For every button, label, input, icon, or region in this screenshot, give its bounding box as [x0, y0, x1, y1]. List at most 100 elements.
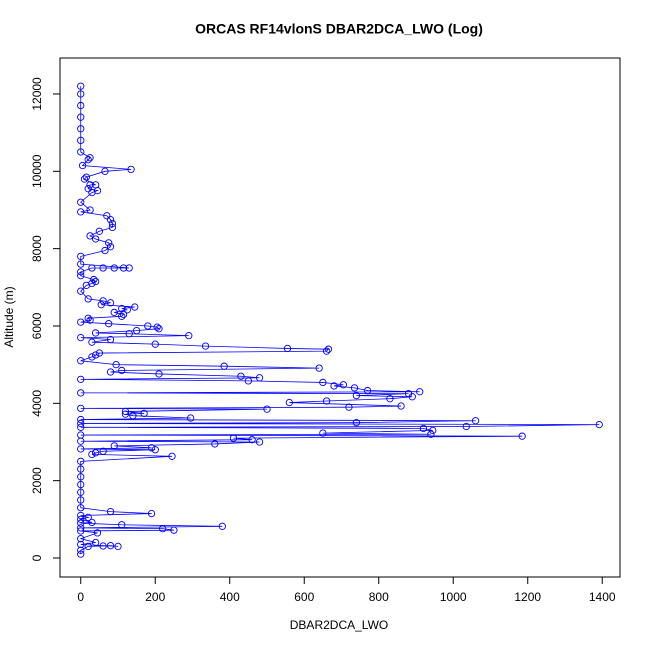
point [397, 402, 405, 410]
point [77, 423, 85, 431]
x-tick-label: 1200 [514, 590, 541, 604]
point [285, 398, 293, 407]
point [95, 227, 104, 235]
point [237, 372, 245, 380]
point [186, 414, 195, 422]
point [77, 419, 85, 428]
point [404, 390, 413, 398]
point [77, 148, 85, 156]
point [77, 333, 85, 342]
point [77, 465, 85, 473]
point [77, 252, 85, 261]
point [101, 167, 109, 175]
point [110, 308, 118, 317]
point [140, 409, 148, 418]
point [386, 395, 394, 403]
point [77, 473, 85, 481]
x-tick-label: 1000 [440, 590, 467, 604]
point [93, 529, 102, 537]
point [127, 165, 135, 174]
point [147, 509, 156, 518]
point [95, 349, 104, 357]
point [86, 181, 94, 189]
point [88, 518, 96, 527]
point [88, 279, 96, 288]
point [106, 243, 115, 251]
x-tick-label: 400 [220, 590, 240, 604]
point [77, 198, 85, 206]
point [118, 521, 126, 529]
point [77, 125, 85, 133]
point [185, 332, 193, 340]
point [330, 382, 338, 390]
point [416, 388, 424, 396]
point [82, 173, 90, 181]
point [106, 507, 115, 516]
point [91, 449, 100, 457]
point [77, 519, 85, 527]
point [77, 496, 85, 504]
point [419, 424, 428, 433]
point [105, 239, 113, 247]
point [352, 391, 361, 400]
point [155, 370, 163, 378]
point [283, 344, 292, 353]
point [77, 540, 85, 549]
point [91, 538, 100, 547]
point [77, 480, 85, 489]
point [153, 323, 161, 331]
point [518, 432, 526, 440]
point [170, 526, 178, 534]
point [108, 223, 117, 232]
point [77, 515, 85, 523]
point [86, 316, 94, 324]
point [363, 386, 372, 395]
x-tick-label: 1400 [589, 590, 616, 604]
chart-title: ORCAS RF14vlonS DBAR2DCA_LWO (Log) [195, 21, 483, 37]
point [77, 535, 85, 543]
point [88, 353, 96, 361]
point [105, 320, 113, 328]
point [322, 347, 331, 355]
point [86, 232, 94, 240]
point [123, 306, 131, 314]
point [118, 304, 126, 313]
point [125, 330, 133, 338]
point [77, 136, 85, 145]
point [106, 335, 115, 344]
point [77, 445, 85, 453]
point [77, 550, 85, 558]
point [255, 374, 264, 382]
point [86, 154, 94, 162]
point [132, 326, 141, 335]
point [352, 419, 361, 427]
point [77, 488, 85, 496]
point [91, 351, 100, 359]
y-tick-label: 0 [30, 554, 44, 561]
point [220, 362, 228, 370]
point [106, 299, 115, 307]
point [88, 264, 96, 272]
point [77, 208, 85, 216]
point [77, 90, 85, 98]
point [103, 212, 111, 220]
point [151, 446, 159, 454]
point [339, 381, 348, 389]
point [77, 287, 85, 295]
point [77, 404, 85, 413]
y-tick-label: 2000 [30, 467, 44, 494]
y-axis-label: Altitude (m) [2, 286, 16, 347]
point [84, 156, 92, 164]
point [462, 422, 470, 431]
x-tick-label: 600 [294, 590, 314, 604]
point [427, 430, 435, 438]
point [322, 397, 331, 405]
x-tick-label: 0 [77, 590, 84, 604]
point [319, 429, 327, 437]
point [159, 524, 167, 533]
y-tick-label: 12000 [30, 77, 44, 111]
point [108, 219, 117, 228]
point [144, 322, 152, 330]
point [91, 277, 100, 286]
